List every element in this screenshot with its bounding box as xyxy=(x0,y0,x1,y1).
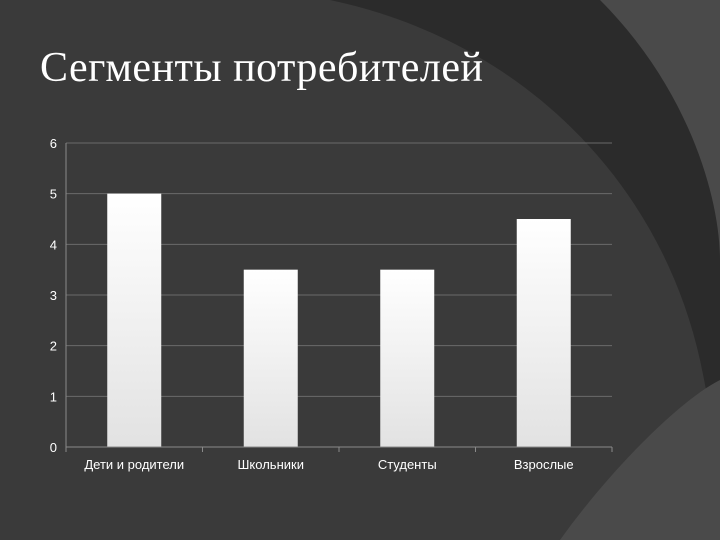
bar xyxy=(516,219,571,447)
bar-layer xyxy=(107,193,571,447)
bar xyxy=(107,193,162,447)
x-category-label: Взрослые xyxy=(514,457,574,472)
label-layer: 0 1 2 3 4 5 6 Дети и родители Школьники Студенты В… xyxy=(50,136,574,472)
y-tick-label: 3 xyxy=(50,288,57,303)
background-swirl-bottom xyxy=(560,380,720,540)
x-category-label: Дети и родители xyxy=(84,457,184,472)
y-tick-label: 0 xyxy=(50,440,57,455)
slide-title: Сегменты потребителей xyxy=(40,45,484,91)
background-swirl-inner xyxy=(600,0,720,260)
bar xyxy=(243,269,298,447)
axis-layer xyxy=(65,143,613,452)
y-tick-label: 4 xyxy=(50,237,57,252)
y-tick-label: 6 xyxy=(50,136,57,151)
background-swirl-outer xyxy=(330,0,720,540)
x-category-label: Школьники xyxy=(238,457,304,472)
y-tick-label: 5 xyxy=(50,187,57,202)
y-tick-label: 1 xyxy=(50,389,57,404)
x-category-label: Студенты xyxy=(378,457,437,472)
bar xyxy=(380,269,435,447)
y-tick-label: 2 xyxy=(50,339,57,354)
